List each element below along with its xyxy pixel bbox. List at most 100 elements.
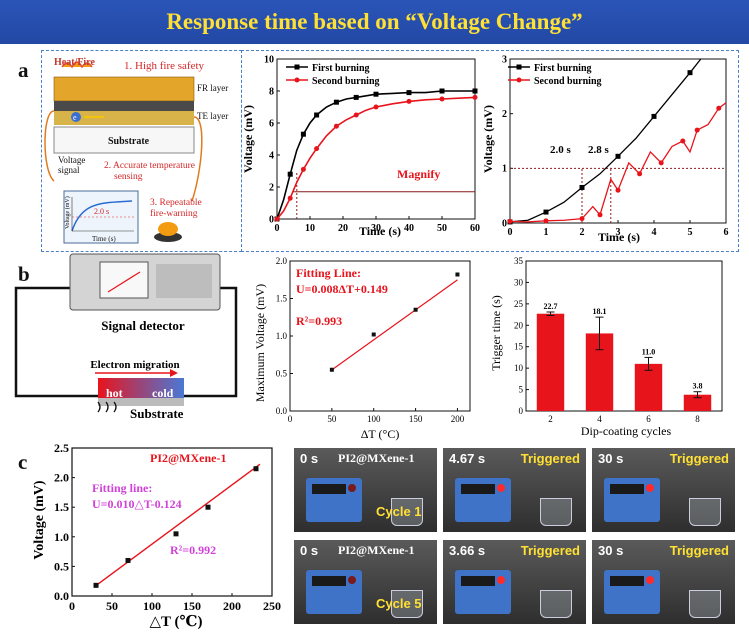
chart4-point-4 — [253, 466, 259, 472]
chart0-series-1-line — [276, 96, 476, 220]
chart4-xtick-label-5: 250 — [263, 599, 281, 613]
chart2-fit-label: Fitting Line: — [296, 266, 361, 280]
chart1-ytick-label-3: 3 — [502, 54, 507, 65]
chart0-xtick-label-5: 50 — [437, 223, 447, 234]
panel-label-a: a — [18, 58, 29, 82]
chart1-series-1-point-6 — [597, 212, 603, 218]
item3-label-2: fire-warning — [150, 208, 198, 219]
fr-layer-label: FR layer — [197, 83, 228, 93]
voltage-label: Voltage — [58, 155, 85, 165]
chart3-xtick-label-3: 8 — [695, 414, 700, 424]
chart1-legend-marker-1 — [516, 77, 522, 83]
chart0-ytick-label-5: 10 — [264, 54, 274, 65]
charts-a-frame — [241, 50, 739, 252]
device-display — [312, 576, 346, 586]
hot-label: hot — [106, 386, 123, 400]
chart0-series-0-point-12 — [373, 91, 379, 97]
chart0-series-0-point-2 — [287, 171, 293, 177]
chart2-point-0 — [329, 367, 334, 372]
chart3-frame — [525, 260, 723, 412]
chart1-annotation-2: 2.8 s — [588, 144, 610, 156]
chart0-ytick-label-4: 8 — [269, 86, 274, 97]
substrate-b-label: Substrate — [130, 406, 184, 421]
chart0-xtick-label-6: 60 — [470, 223, 480, 234]
sample-beaker — [391, 498, 423, 526]
chart3-xlabel: Dip-coating cycles — [581, 424, 672, 438]
item2-label-2: sensing — [114, 172, 143, 182]
fr-layer — [54, 77, 194, 101]
chart1-ytick-label-1: 1 — [502, 164, 507, 175]
chart0-xtick-label-3: 30 — [371, 223, 381, 234]
chart1-legend-marker-0 — [516, 64, 522, 70]
experiment-photo-2: 30 s Triggered — [592, 448, 735, 532]
chart0-xtick-label-0: 0 — [275, 223, 280, 234]
chart3-value-label-1: 18.1 — [593, 307, 607, 316]
chart2-xtick-label-3: 150 — [409, 414, 423, 424]
chart3-bar-2 — [634, 363, 663, 411]
chart0-xlabel: Time (s) — [359, 224, 401, 238]
chart1-xtick-label-4: 4 — [652, 227, 657, 238]
inset-ylabel: Voltage (mV) — [64, 196, 71, 229]
electron-label: e — [73, 113, 77, 122]
chart1-ytick-label-2: 2 — [502, 109, 507, 120]
chart4-ytick-label-3: 1.5 — [54, 500, 69, 514]
chart2-ytick-label-2: 1.0 — [276, 331, 288, 341]
chart3-bar-0 — [536, 313, 565, 411]
chart4-xtick-label-1: 50 — [106, 599, 118, 613]
chart0-ytick-label-2: 4 — [269, 150, 274, 161]
alarm-light-icon — [158, 222, 178, 236]
title-banner — [0, 0, 749, 44]
chart3-xtick-label-0: 2 — [548, 414, 553, 424]
chart0-series-1-point-6 — [314, 146, 320, 152]
chart1-legend-2: Second burning — [534, 76, 602, 87]
chart2-point-2 — [413, 307, 418, 312]
chart4-xtick-label-3: 150 — [183, 599, 201, 613]
chart0-ytick-label-1: 2 — [269, 182, 274, 193]
chart0-series-1-point-12 — [373, 104, 379, 110]
chart1-xlabel: Time (s) — [598, 230, 640, 244]
wire-right — [191, 116, 203, 202]
alarm-light — [348, 576, 356, 584]
chart3-ytick-label-4: 20 — [514, 320, 524, 330]
chart-a-voltage-time: Time (s) Voltage (mV) Magnify First burn… — [242, 54, 480, 238]
device-display — [461, 576, 495, 586]
heat-label: Heat/Fire — [54, 57, 95, 68]
chart1-ytick-label-0: 0 — [502, 218, 507, 229]
chart1-ylabel: Voltage (mV) — [484, 105, 495, 173]
te-layer — [54, 111, 194, 125]
chart1-xtick-label-0: 0 — [508, 227, 513, 238]
chart1-series-0-point-8 — [651, 113, 657, 119]
chart1-series-1-line — [509, 102, 727, 223]
chart2-ytick-label-3: 1.5 — [276, 294, 288, 304]
chart3-xtick-label-2: 6 — [646, 414, 651, 424]
chart0-series-0-line — [276, 90, 475, 220]
chart1-series-1-point-8 — [615, 187, 621, 193]
chart3-xtick-label-1: 4 — [597, 414, 602, 424]
multimeter-buttons — [156, 264, 212, 298]
photo-cycle-label: Cycle 1 — [376, 504, 422, 519]
chart4-frame — [71, 447, 273, 597]
chart0-legend-marker-0 — [294, 64, 300, 70]
chart2-xtick-label-4: 200 — [451, 414, 465, 424]
wire-left — [44, 110, 55, 182]
chart0-ytick-label-3: 6 — [269, 118, 274, 129]
cold-label: cold — [152, 386, 174, 400]
chart1-xtick-label-2: 2 — [580, 227, 585, 238]
chart0-series-1-point-8 — [333, 123, 339, 129]
chart2-xtick-label-2: 100 — [367, 414, 381, 424]
chart3-value-label-0: 22.7 — [544, 302, 558, 311]
chart0-series-1-point-18 — [472, 94, 478, 100]
chart2-r2: R²=0.993 — [296, 314, 342, 328]
chart4-ylabel: Voltage (mV) — [32, 480, 47, 560]
inset-curve — [71, 200, 133, 232]
chart4-point-1 — [125, 557, 131, 563]
chart1-series-1-point-4 — [579, 216, 585, 222]
migration-label: Electron migration — [90, 359, 179, 371]
chart3-ytick-label-6: 30 — [514, 277, 524, 287]
chart0-xtick-label-4: 40 — [404, 223, 414, 234]
photo-time-label: 3.66 s — [449, 543, 486, 558]
substrate-bar — [98, 398, 184, 406]
page-title: Response time based on “Voltage Change” — [166, 9, 583, 34]
schematic-b: Signal detector Electron migration hot c… — [14, 253, 238, 421]
photo-time-label: 0 s — [300, 451, 319, 466]
